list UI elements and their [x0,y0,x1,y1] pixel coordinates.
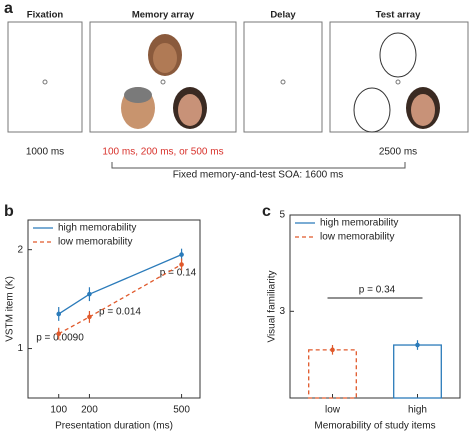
series-line [58,263,182,335]
plot-frame [289,214,461,399]
y-tick-label: 3 [279,306,285,317]
point [415,342,420,348]
placeholder [379,32,417,78]
annotation: p = 0.0090 [36,333,84,344]
plot-frame [27,219,201,399]
frame [7,21,83,133]
frame-title: Fixation [27,10,64,21]
point [179,252,184,257]
frame-title: Test array [376,10,421,21]
annotation: p = 0.14 [160,268,197,279]
y-tick-label: 1 [17,343,23,354]
face [411,94,435,126]
bar [393,344,442,399]
frame-title: Delay [270,10,296,21]
panel-label: b [4,203,14,220]
point [179,262,184,267]
x-tick-label: 500 [173,405,190,416]
annotation: p = 0.014 [99,307,141,318]
faces [121,34,440,129]
point [56,311,62,317]
x-axis-label: Memorability of study items [314,421,435,432]
frame-title: Memory array [132,10,195,21]
bar [308,349,357,399]
x-tick-label: high [408,405,427,416]
y-tick-label: 5 [279,210,285,221]
fixation [160,79,166,85]
fixation [395,79,401,85]
frame [243,21,323,133]
point [330,347,335,353]
frame [329,21,469,133]
point [56,331,62,337]
x-tick-label: low [325,405,341,416]
placeholder [353,87,391,133]
series-line [58,254,182,315]
trial-diagram [7,21,469,169]
face [153,43,177,73]
frame [89,21,237,133]
legend-label: high memorability [58,223,136,234]
y-axis-label: VSTM item (K) [5,276,16,342]
face [178,94,202,126]
soa: Fixed memory-and-test SOA: 1600 ms [173,170,344,181]
legend-label: low memorability [320,232,394,243]
face [124,87,152,103]
duration: 2500 ms [379,147,417,158]
x-axis-label: Presentation duration (ms) [55,421,173,432]
annotation: p = 0.34 [359,285,396,296]
legend-label: high memorability [320,218,398,229]
y-tick-label: 2 [17,244,23,255]
panel-label: a [4,0,13,17]
y-axis-label: Visual familiarity [267,270,278,342]
x-tick-label: 200 [81,405,98,416]
fixation [42,79,48,85]
point [87,314,92,320]
point [87,291,92,297]
panel-label: c [262,203,271,220]
duration: 1000 ms [26,147,64,158]
legend-label: low memorability [58,237,132,248]
fixation [280,79,286,85]
bracket [111,162,406,169]
x-tick-label: 100 [50,405,67,416]
duration: 100 ms, 200 ms, or 500 ms [102,147,223,158]
